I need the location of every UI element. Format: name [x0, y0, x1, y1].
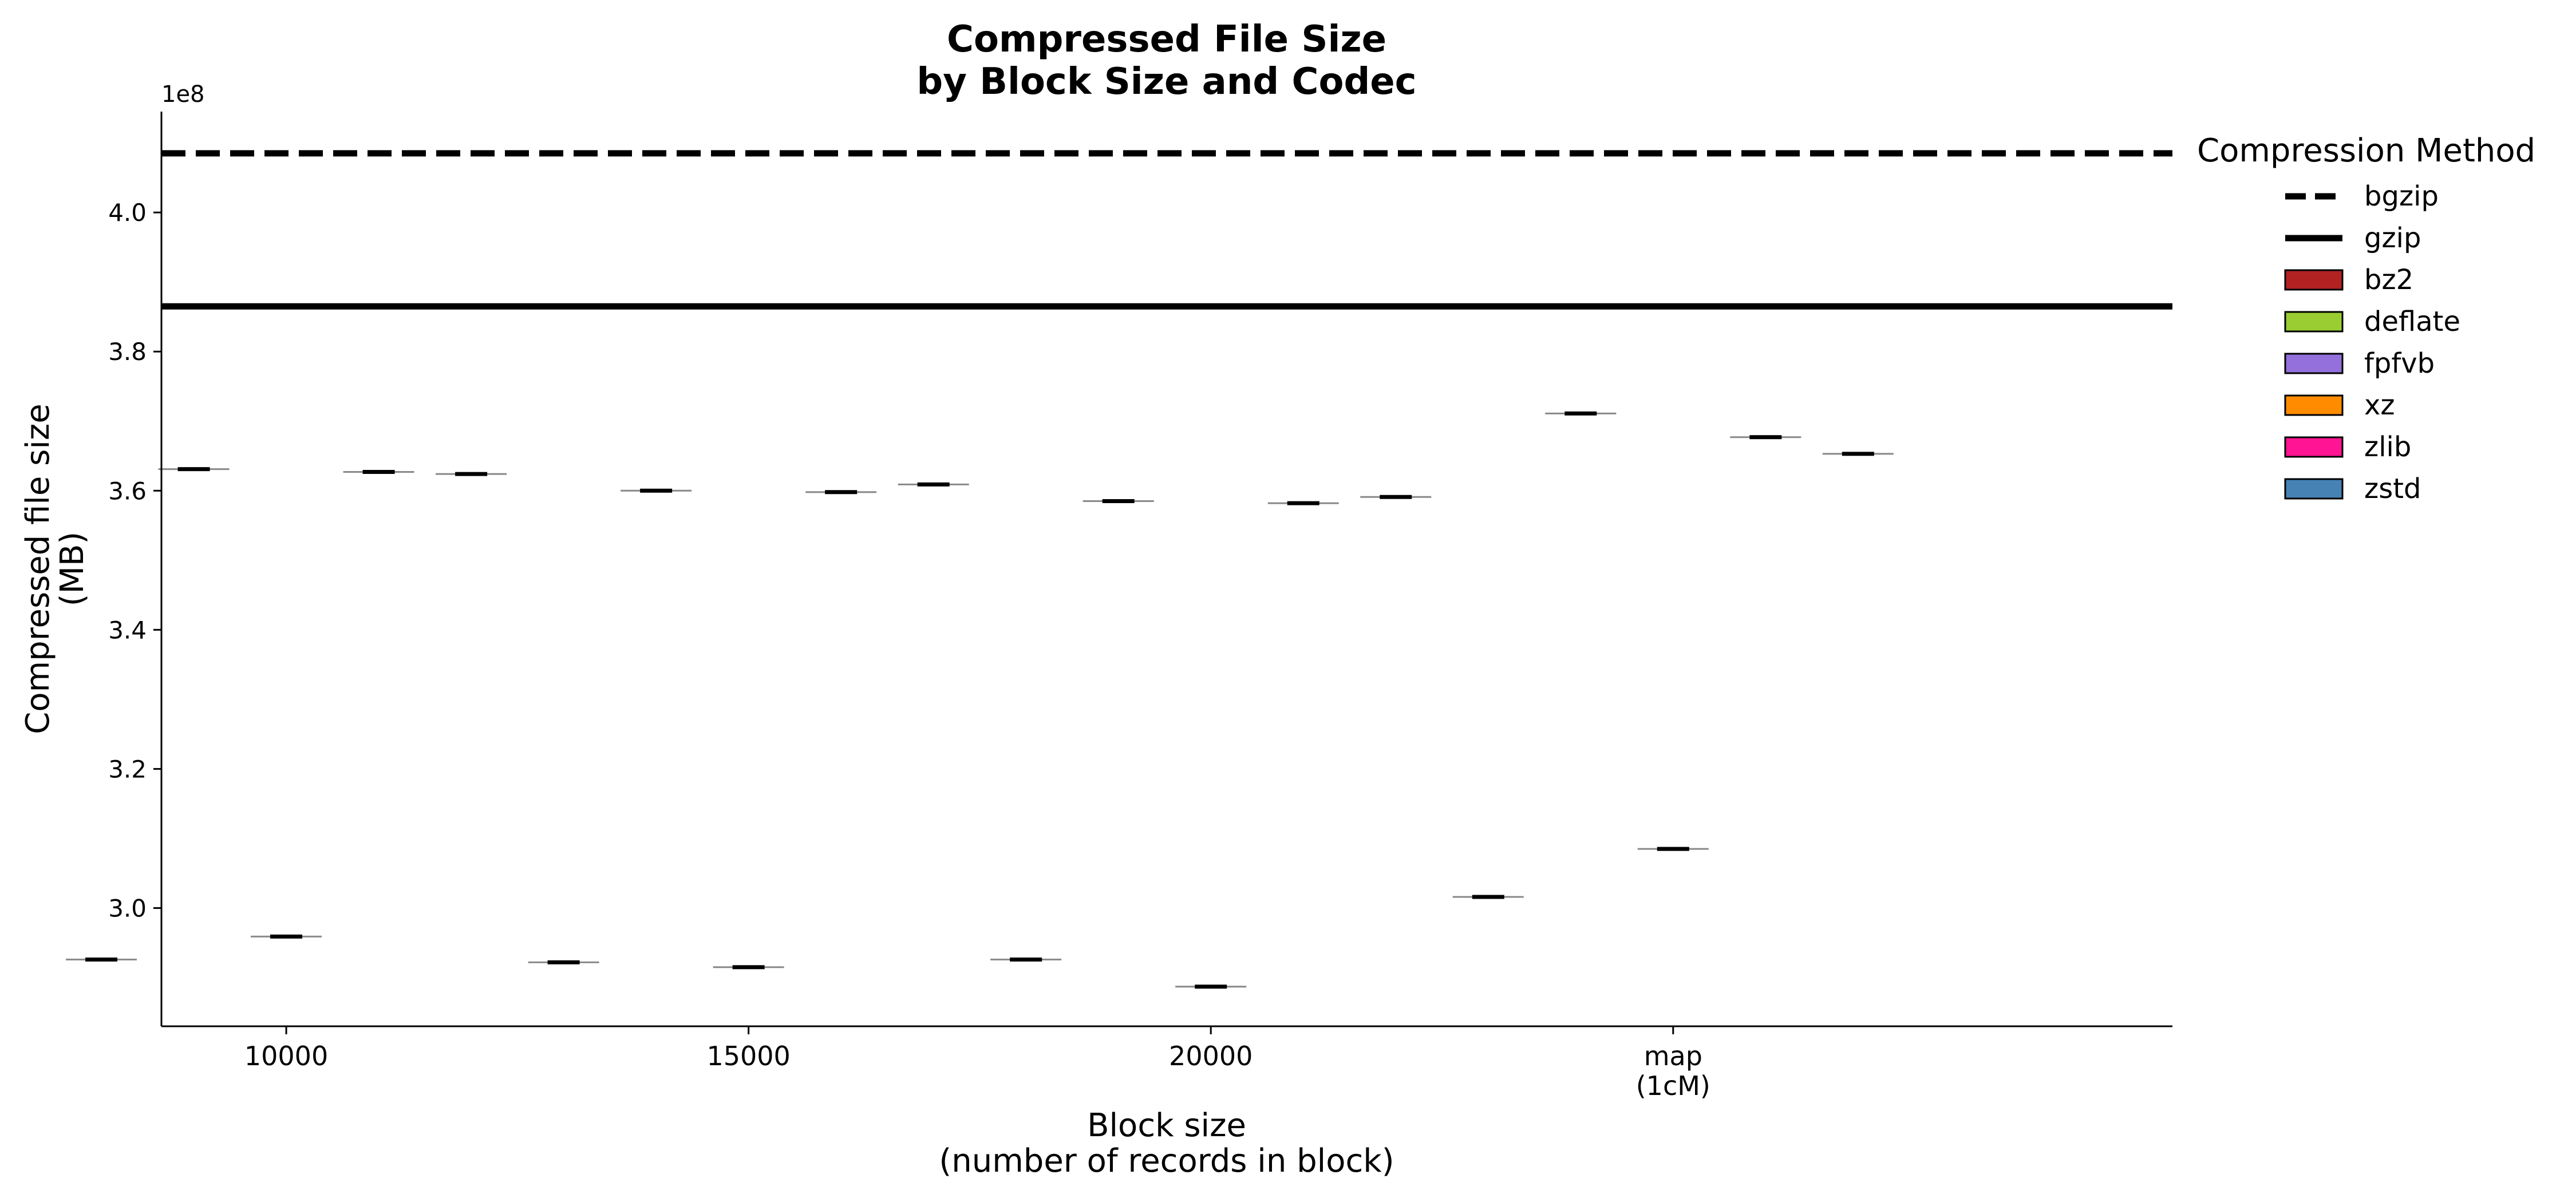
chart-title-line: Compressed File Size: [947, 18, 1386, 61]
reference-lines: [161, 150, 2172, 310]
x-axis-label: Block size: [1087, 1107, 1246, 1144]
chart-title-line: by Block Size and Codec: [916, 61, 1416, 103]
legend-title: Compression Method: [2197, 132, 2535, 169]
y-axis-label: Compressed file size: [19, 404, 57, 734]
x-tick-label: (1cM): [1636, 1070, 1710, 1101]
y-tick-label: 3.2: [108, 755, 147, 783]
y-tick-label: 3.6: [108, 477, 147, 505]
legend-swatch-bz2: [2284, 269, 2344, 291]
x-axis-label: (number of records in block): [939, 1142, 1394, 1180]
legend-item-zstd: zstd: [2284, 473, 2421, 505]
violin-marks: [66, 411, 1894, 989]
legend-item-bgzip: bgzip: [2285, 180, 2439, 212]
legend-label: fpfvb: [2364, 347, 2435, 379]
legend-item-bz2: bz2: [2284, 264, 2413, 296]
x-tick-label: 10000: [244, 1041, 328, 1071]
legend-label: gzip: [2364, 222, 2421, 254]
legend-swatch-xz: [2284, 394, 2344, 416]
x-tick-label: 20000: [1169, 1041, 1253, 1071]
legend-label: zlib: [2364, 431, 2411, 463]
y-offset-label: 1e8: [161, 81, 205, 108]
y-tick-label: 3.0: [108, 894, 147, 922]
legend-swatch-zlib: [2284, 436, 2344, 458]
x-tick-label: 15000: [706, 1041, 790, 1071]
legend-label: zstd: [2364, 473, 2421, 505]
legend-item-fpfvb: fpfvb: [2284, 347, 2435, 379]
legend-swatch-deflate: [2284, 311, 2344, 333]
x-tick-label: map: [1644, 1041, 1702, 1071]
legend-swatch-fpfvb: [2284, 353, 2344, 374]
legend-label: bz2: [2364, 264, 2413, 296]
legend-item-deflate: deflate: [2284, 306, 2460, 338]
y-tick-label: 3.4: [108, 616, 147, 644]
legend-label: deflate: [2364, 306, 2460, 338]
legend-item-xz: xz: [2284, 389, 2395, 421]
legend: Compression Method bgzip gzip bz2 deflate fpf…: [2197, 132, 2535, 505]
y-axis-label: (MB): [54, 532, 91, 606]
legend-label: bgzip: [2364, 180, 2439, 212]
legend-item-zlib: zlib: [2284, 431, 2411, 463]
y-tick-label: 4.0: [108, 199, 147, 227]
y-tick-label: 3.8: [108, 338, 147, 366]
legend-item-gzip: gzip: [2285, 222, 2421, 254]
legend-swatch-zstd: [2284, 478, 2344, 500]
legend-label: xz: [2364, 389, 2395, 421]
